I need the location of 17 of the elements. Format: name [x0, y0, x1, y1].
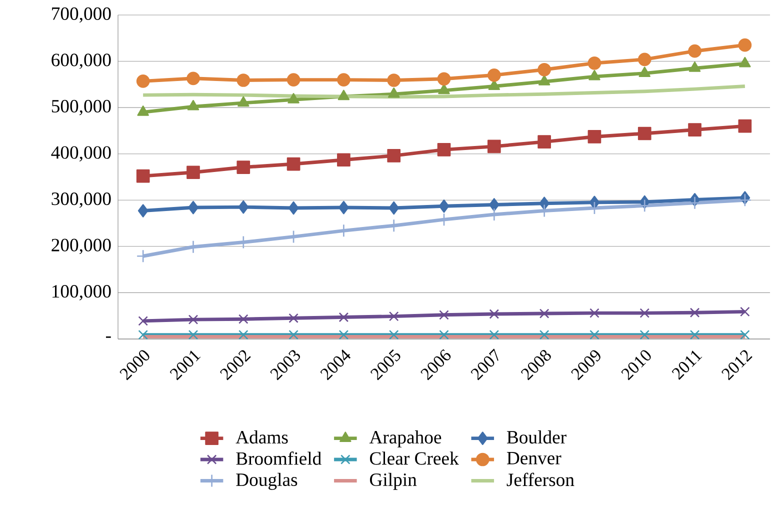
y-tick-label: 600,000: [52, 54, 111, 69]
legend-label: Broomfield: [236, 452, 322, 465]
legend-label: Arapahoe: [369, 430, 442, 448]
legend-label: Denver: [506, 452, 562, 464]
y-tick-label: 700,000: [52, 7, 111, 23]
legend-label: Boulder: [506, 430, 566, 444]
legend-label: Jefferson: [506, 472, 574, 486]
y-tick-label: 500,000: [52, 100, 111, 116]
legend-label: Adams: [236, 430, 288, 444]
legend-label: Clear Creek: [370, 452, 459, 465]
y-tick-label: -: [106, 336, 111, 338]
legend-label: Douglas: [236, 472, 298, 490]
legend-label: Gilpin: [370, 472, 417, 490]
y-tick-label: 400,000: [51, 146, 111, 162]
y-tick-label: 300,000: [52, 192, 111, 208]
y-tick-label: 200,000: [52, 238, 111, 254]
y-tick-label: 100,000: [52, 285, 111, 300]
